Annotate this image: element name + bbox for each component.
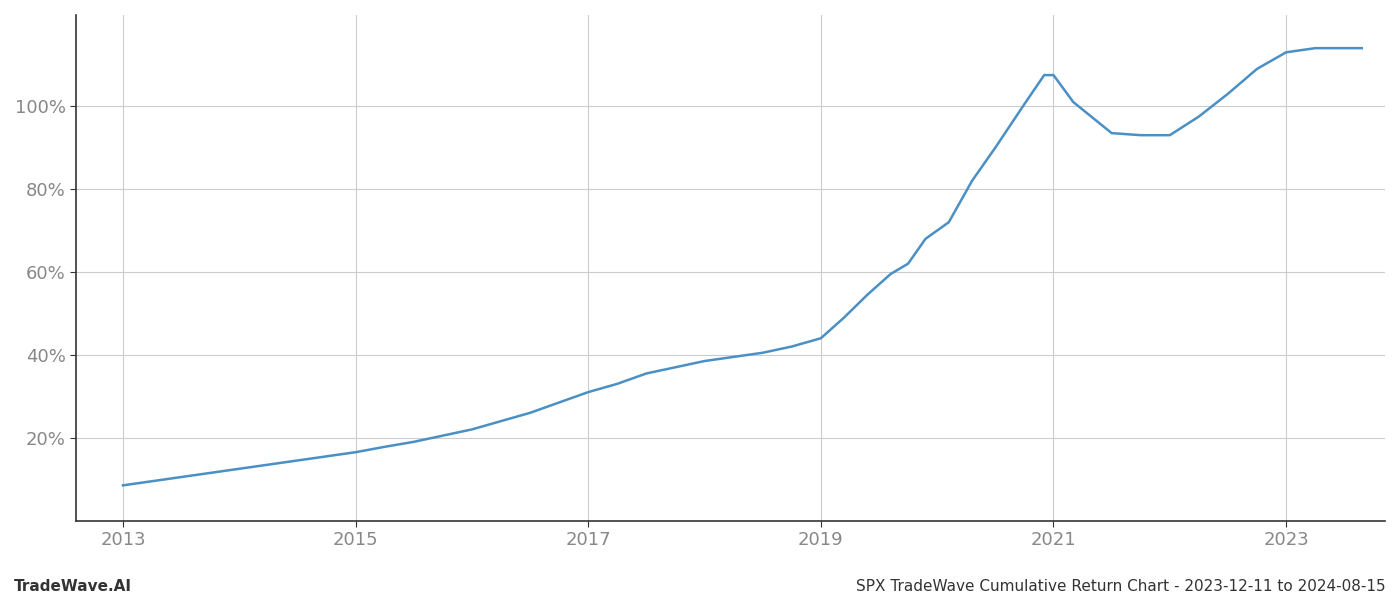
Text: TradeWave.AI: TradeWave.AI (14, 579, 132, 594)
Text: SPX TradeWave Cumulative Return Chart - 2023-12-11 to 2024-08-15: SPX TradeWave Cumulative Return Chart - … (857, 579, 1386, 594)
